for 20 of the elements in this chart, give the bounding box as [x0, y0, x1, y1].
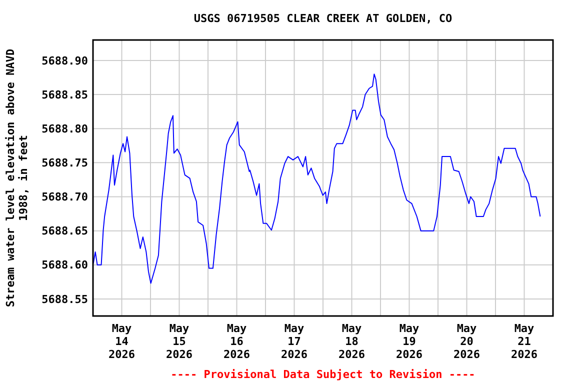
x-tick-label: May 16 2026: [224, 322, 250, 361]
x-tick-label: May 14 2026: [108, 322, 136, 361]
y-tick-label: 5688.55: [42, 292, 88, 306]
x-tick-label: May 18 2026: [338, 322, 366, 361]
y-axis-title: Stream water level elevation above NAVD 1988, in feet: [4, 48, 30, 308]
x-tick-label: May 20 2026: [454, 322, 480, 361]
y-tick-label: 5688.80: [42, 122, 88, 136]
y-tick-label: 5688.75: [42, 156, 88, 170]
text: ---- Provisional Data Subject to Revision ----: [170, 368, 476, 381]
y-tick-label: 5688.65: [42, 224, 88, 238]
x-tick-label: May 19 2026: [396, 322, 423, 361]
line-series: [92, 74, 541, 284]
y-tick-label: 5688.85: [42, 88, 88, 102]
y-tick-label: 5688.60: [42, 258, 88, 272]
x-tick-label: May 17 2026: [281, 322, 308, 361]
chart-title: USGS 06719505 CLEAR CREEK AT GOLDEN, CO: [194, 12, 453, 25]
y-tick-label: 5688.90: [42, 54, 88, 68]
x-tick-label: May 21 2026: [511, 322, 538, 361]
y-tick-label: 5688.70: [42, 190, 88, 204]
x-tick-label: May 15 2026: [166, 322, 193, 361]
